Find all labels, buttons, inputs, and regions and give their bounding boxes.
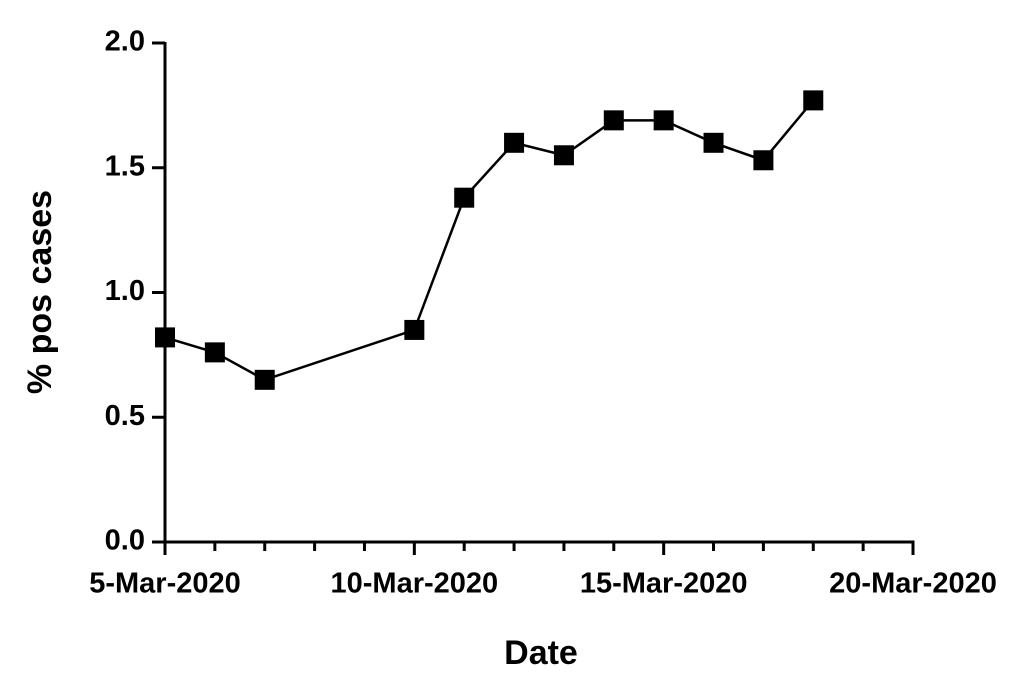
marker [204,342,225,363]
marker [653,110,674,131]
y-tick-label: 0.5 [105,400,145,432]
y-tick-label: 0.0 [105,525,145,557]
marker [803,90,824,111]
x-tick-label: 5-Mar-2020 [89,568,241,600]
x-tick-label: 20-Mar-2020 [829,568,997,600]
marker [553,145,574,166]
x-tick-label: 10-Mar-2020 [331,568,499,600]
marker [753,150,774,171]
marker [454,187,475,208]
y-tick-label: 2.0 [105,26,145,58]
y-tick-label: 1.0 [105,275,145,307]
marker [504,132,525,153]
y-axis-label: % pos cases [21,190,59,394]
x-axis-label: Date [504,634,578,672]
y-tick-label: 1.5 [105,150,145,182]
marker [254,369,275,390]
marker [603,110,624,131]
marker [404,319,425,340]
marker [155,327,175,348]
marker [703,132,724,153]
x-tick-label: 15-Mar-2020 [580,568,748,600]
